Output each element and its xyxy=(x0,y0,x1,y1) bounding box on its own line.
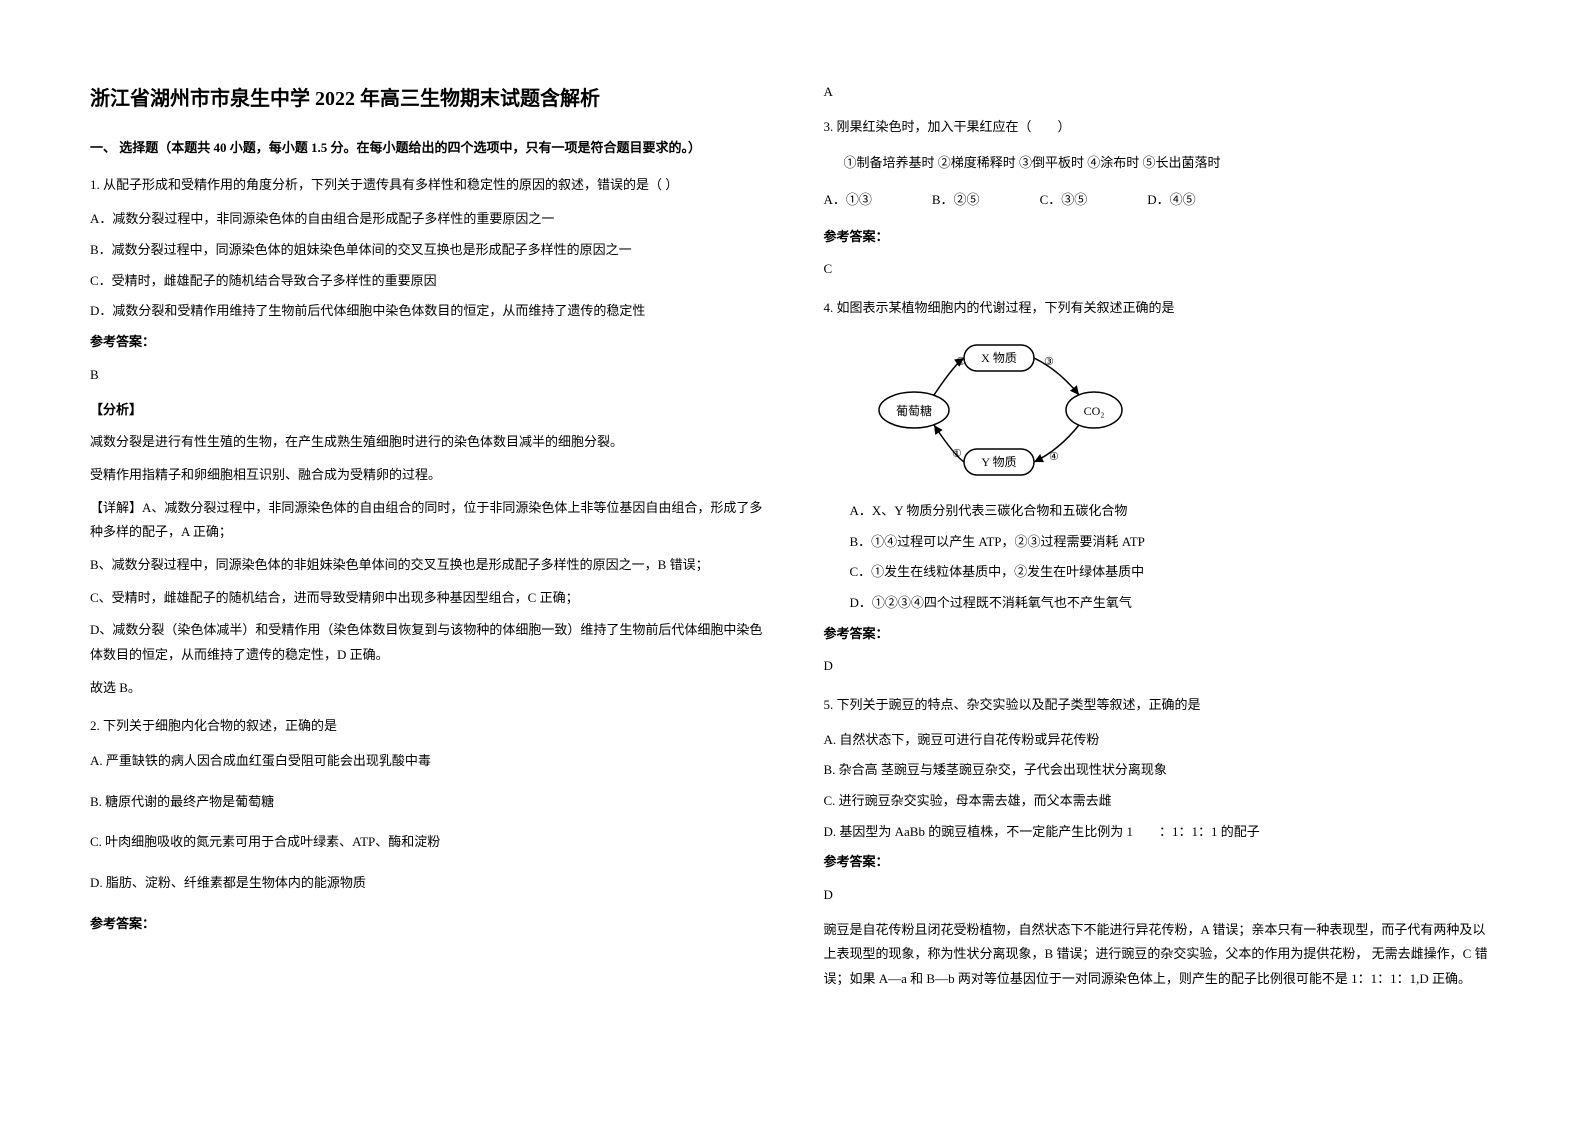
section-header: 一、 选择题（本题共 40 小题，每小题 1.5 分。在每小题给出的四个选项中，… xyxy=(90,136,764,161)
q1-analysis-2: 受精作用指精子和卵细胞相互识别、融合成为受精卵的过程。 xyxy=(90,463,764,488)
q2-answer-label: 参考答案： xyxy=(90,912,764,937)
q1-optC: C．受精时，雌雄配子的随机结合导致合子多样性的重要原因 xyxy=(90,269,764,294)
question-5: 5. 下列关于豌豆的特点、杂交实验以及配子类型等叙述，正确的是 A. 自然状态下… xyxy=(824,693,1498,992)
q2-optA: A. 严重缺铁的病人因合成血红蛋白受阻可能会出现乳酸中毒 xyxy=(90,749,764,774)
node-xmat: X 物质 xyxy=(981,351,1017,365)
q4-optD: D．①②③④四个过程既不消耗氧气也不产生氧气 xyxy=(824,591,1498,616)
question-2: 2. 下列关于细胞内化合物的叙述，正确的是 A. 严重缺铁的病人因合成血红蛋白受… xyxy=(90,714,764,936)
question-4: 4. 如图表示某植物细胞内的代谢过程，下列有关叙述正确的是 葡萄糖 X 物质 Y… xyxy=(824,296,1498,679)
question-3: 3. 刚果红染色时，加入干果红应在（ ） ①制备培养基时 ②梯度稀释时 ③倒平板… xyxy=(824,115,1498,282)
q1-detail-1: 【详解】A、减数分裂过程中，非同源染色体的自由组合的同时，位于非同源染色体上非等… xyxy=(90,496,764,545)
q2-stem: 2. 下列关于细胞内化合物的叙述，正确的是 xyxy=(90,714,764,739)
q5-explanation: 豌豆是自花传粉且闭花受粉植物，自然状态下不能进行异花传粉，A 错误；亲本只有一种… xyxy=(824,918,1498,992)
q2-answer: A xyxy=(824,80,1498,105)
q4-optB: B．①④过程可以产生 ATP，②③过程需要消耗 ATP xyxy=(824,530,1498,555)
q1-analysis-1: 减数分裂是进行有性生殖的生物，在产生成熟生殖细胞时进行的染色体数目减半的细胞分裂… xyxy=(90,430,764,455)
q1-analysis-label: 【分析】 xyxy=(90,398,764,423)
q4-diagram: 葡萄糖 X 物质 Y 物质 CO₂ ② ① ③ ④ xyxy=(864,335,1144,485)
q2-optC: C. 叶肉细胞吸收的氮元素可用于合成叶绿素、ATP、酶和淀粉 xyxy=(90,830,764,855)
q3-optB: B．②⑤ xyxy=(932,188,980,213)
q2-optD: D. 脂肪、淀粉、纤维素都是生物体内的能源物质 xyxy=(90,871,764,896)
q3-optD: D．④⑤ xyxy=(1147,188,1195,213)
q1-optD: D．减数分裂和受精作用维持了生物前后代体细胞中染色体数目的恒定，从而维持了遗传的… xyxy=(90,299,764,324)
q5-optB: B. 杂合高 茎豌豆与矮茎豌豆杂交，子代会出现性状分离现象 xyxy=(824,758,1498,783)
q5-optA: A. 自然状态下，豌豆可进行自花传粉或异花传粉 xyxy=(824,728,1498,753)
q2-optB: B. 糖原代谢的最终产物是葡萄糖 xyxy=(90,790,764,815)
left-column: 浙江省湖州市市泉生中学 2022 年高三生物期末试题含解析 一、 选择题（本题共… xyxy=(90,80,764,1006)
q5-stem: 5. 下列关于豌豆的特点、杂交实验以及配子类型等叙述，正确的是 xyxy=(824,693,1498,718)
q1-stem: 1. 从配子形成和受精作用的角度分析，下列关于遗传具有多样性和稳定性的原因的叙述… xyxy=(90,173,764,198)
q1-optA: A．减数分裂过程中，非同源染色体的自由组合是形成配子多样性的重要原因之一 xyxy=(90,207,764,232)
q3-sub: ①制备培养基时 ②梯度稀释时 ③倒平板时 ④涂布时 ⑤长出菌落时 xyxy=(844,151,1498,176)
q3-stem: 3. 刚果红染色时，加入干果红应在（ ） xyxy=(824,115,1498,140)
q4-optA: A．X、Y 物质分别代表三碳化合物和五碳化合物 xyxy=(824,499,1498,524)
arrow-2: ② xyxy=(956,356,966,368)
q5-optD: D. 基因型为 AaBb 的豌豆植株，不一定能产生比例为 1 ：1：1：1 的配… xyxy=(824,820,1498,845)
q4-stem: 4. 如图表示某植物细胞内的代谢过程，下列有关叙述正确的是 xyxy=(824,296,1498,321)
q1-detail-3: C、受精时，雌雄配子的随机结合，进而导致受精卵中出现多种基因型组合，C 正确； xyxy=(90,586,764,611)
q5-optC: C. 进行豌豆杂交实验，母本需去雄，而父本需去雌 xyxy=(824,789,1498,814)
q3-optA: A．①③ xyxy=(824,188,872,213)
q5-answer: D xyxy=(824,883,1498,908)
q1-answer: B xyxy=(90,363,764,388)
node-ymat: Y 物质 xyxy=(981,455,1016,469)
right-column: A 3. 刚果红染色时，加入干果红应在（ ） ①制备培养基时 ②梯度稀释时 ③倒… xyxy=(824,80,1498,1006)
document-title: 浙江省湖州市市泉生中学 2022 年高三生物期末试题含解析 xyxy=(90,80,764,118)
q1-optB: B．减数分裂过程中，同源染色体的姐妹染色单体间的交叉互换也是形成配子多样性的原因… xyxy=(90,238,764,263)
q4-answer-label: 参考答案： xyxy=(824,622,1498,647)
arrow-4: ④ xyxy=(1049,451,1059,463)
q4-optC: C．①发生在线粒体基质中，②发生在叶绿体基质中 xyxy=(824,560,1498,585)
q3-optC: C．③⑤ xyxy=(1040,188,1088,213)
q1-detail-4: D、减数分裂（染色体减半）和受精作用（染色体数目恢复到与该物种的体细胞一致）维持… xyxy=(90,618,764,667)
question-1: 1. 从配子形成和受精作用的角度分析，下列关于遗传具有多样性和稳定性的原因的叙述… xyxy=(90,173,764,701)
arrow-3: ③ xyxy=(1044,356,1054,368)
q1-conclusion: 故选 B。 xyxy=(90,676,764,701)
q3-answer-label: 参考答案： xyxy=(824,225,1498,250)
node-co2: CO₂ xyxy=(1083,404,1104,418)
q1-answer-label: 参考答案： xyxy=(90,330,764,355)
q5-answer-label: 参考答案： xyxy=(824,850,1498,875)
node-glucose: 葡萄糖 xyxy=(895,403,931,418)
q3-options-row: A．①③ B．②⑤ C．③⑤ D．④⑤ xyxy=(824,188,1498,213)
arrow-1: ① xyxy=(952,448,962,460)
q3-answer: C xyxy=(824,257,1498,282)
q1-detail-2: B、减数分裂过程中，同源染色体的非姐妹染色单体间的交叉互换也是形成配子多样性的原… xyxy=(90,553,764,578)
q4-answer: D xyxy=(824,654,1498,679)
